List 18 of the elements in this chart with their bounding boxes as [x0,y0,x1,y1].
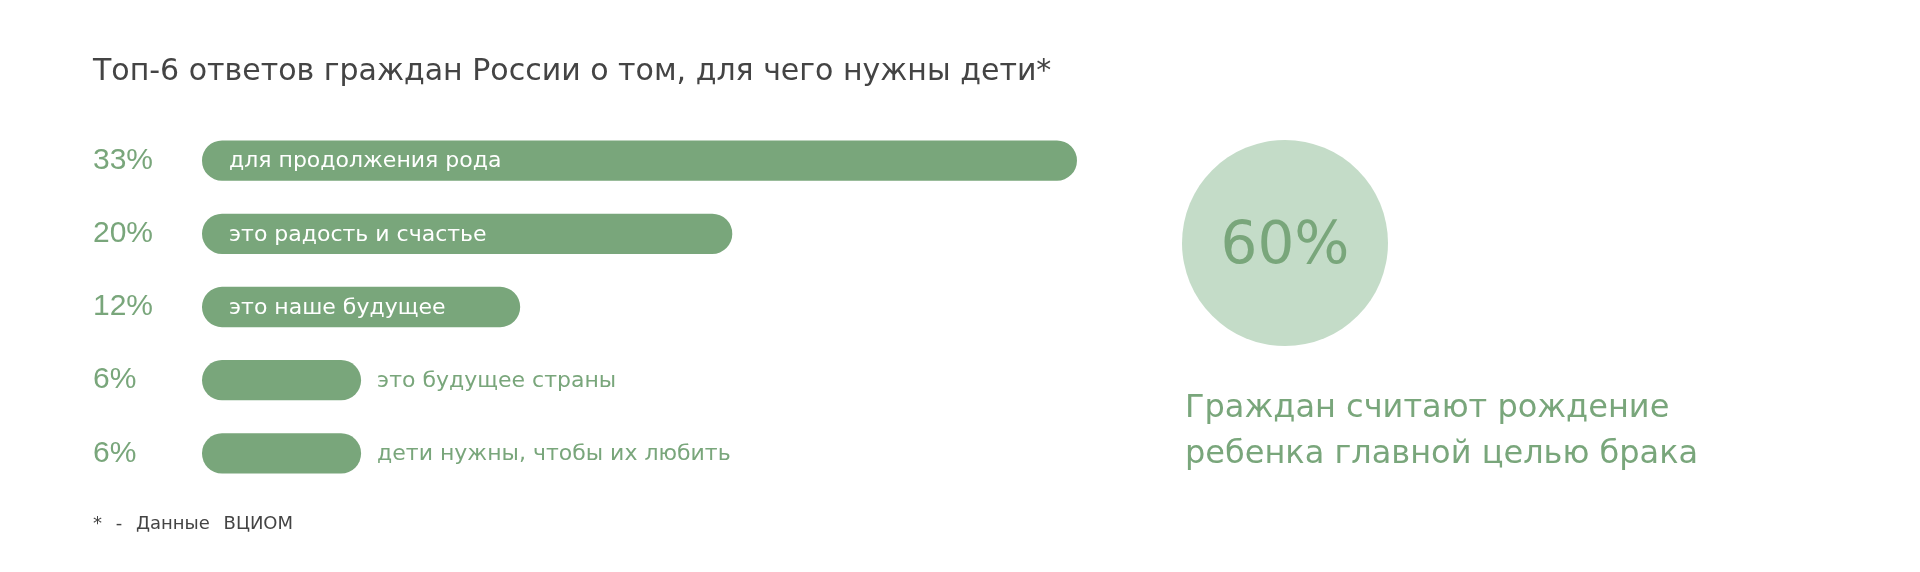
text: * - Данные ВЦИОМ [93,512,294,533]
y-tick-label: дети нужны, чтобы их любить [377,440,731,466]
data-label: 20% [93,215,154,249]
y-tick-label: это наше будущее [229,293,446,319]
data-label: 33% [93,141,154,175]
bar [202,140,1077,181]
chart-title: Топ-6 ответов граждан России о том, для чего нужны дети* [93,52,1052,87]
y-tick-label: это радость и счастье [229,220,487,246]
data-label: 12% [93,288,154,322]
text: Граждан считают рождение ребенка главной целью брака [1185,386,1700,473]
y-tick-label: это будущее страны [377,366,617,392]
bar [202,360,362,401]
data-label: 6% [93,361,137,395]
bar [202,213,733,254]
y-tick-label: для продолжения рода [229,147,502,173]
text: 60% [1220,209,1350,277]
data-label: 6% [93,434,137,468]
bar [202,433,362,474]
